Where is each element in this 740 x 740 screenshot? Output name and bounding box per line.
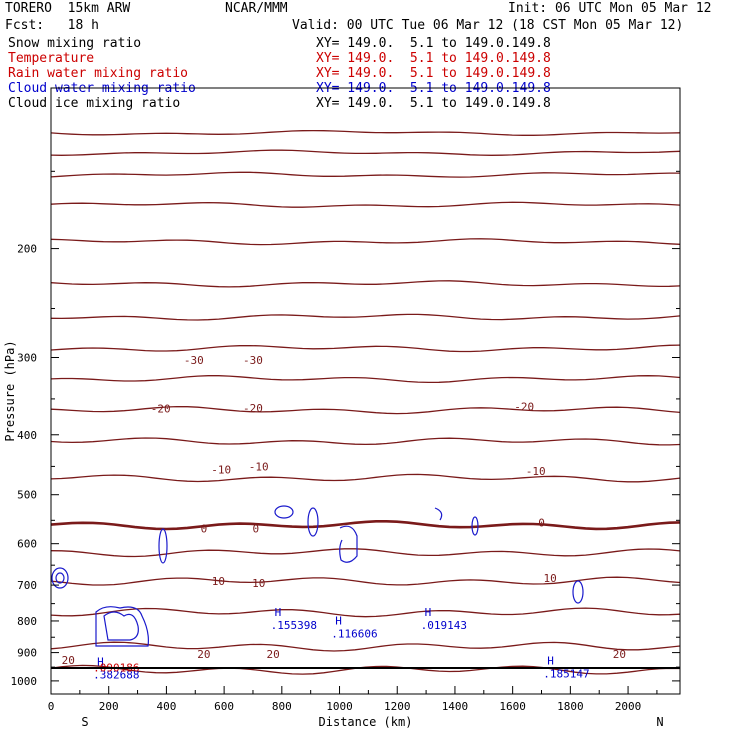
y-tick-label: 600 — [17, 538, 37, 551]
maximum-marker: H — [97, 656, 104, 669]
x-tick-label: 800 — [272, 700, 292, 713]
maximum-marker: H — [335, 614, 342, 627]
south-label: S — [81, 715, 88, 729]
temperature-contour-line — [50, 149, 681, 156]
contour-label: -20 — [243, 402, 263, 415]
x-tick-label: 1600 — [499, 700, 526, 713]
temperature-contour-line — [50, 641, 681, 652]
x-tick-label: 1200 — [384, 700, 411, 713]
temperature-contour-line — [50, 238, 681, 246]
x-tick-label: 600 — [214, 700, 234, 713]
contour-label: 0 — [538, 517, 545, 530]
y-tick-label: 800 — [17, 615, 37, 628]
contour-label: 20 — [62, 654, 75, 667]
legend-xy-snow: XY= 149.0. 5.1 to 149.0.149.8 — [316, 36, 551, 51]
cloud-contour — [471, 516, 479, 536]
temperature-contour-line — [50, 313, 681, 321]
temperature-contour-line — [50, 607, 681, 618]
x-tick-label: 1000 — [326, 700, 353, 713]
contour-label: -20 — [514, 400, 534, 413]
x-tick-label: 1800 — [557, 700, 584, 713]
contour-labels: -30 -30 -20 -20 -20 -10 -10 -10 0 0 0 10 10 10 20 20 20 2… — [62, 354, 626, 667]
y-tick-label: 900 — [17, 647, 37, 660]
center-title: NCAR/MMM — [225, 1, 288, 16]
contour-label: 10 — [252, 577, 265, 590]
cloud-contour — [158, 528, 168, 564]
contour-label: 0 — [253, 522, 260, 535]
y-tick-label: 700 — [17, 579, 37, 592]
legend-xy-temperature: XY= 149.0. 5.1 to 149.0.149.8 — [316, 51, 551, 66]
x-tick-label: 1400 — [442, 700, 469, 713]
maximum-marker: H — [547, 654, 554, 667]
legend-label-snow: Snow mixing ratio — [8, 36, 142, 51]
y-tick-label: 500 — [17, 489, 37, 502]
legend-label-temperature: Temperature — [8, 51, 95, 66]
legend-label-rain: Rain water mixing ratio — [8, 66, 189, 81]
maximum-value: .116606 — [331, 627, 377, 640]
cloud-contour — [274, 505, 294, 519]
cloud-contour — [103, 611, 139, 641]
maximum-marker: H — [275, 606, 282, 619]
contour-label: -20 — [151, 403, 171, 416]
contour-label: 0 — [201, 522, 208, 535]
y-axis-label: Pressure (hPa) — [3, 340, 17, 441]
y-tick-label: 1000 — [11, 675, 38, 688]
legend-xy-cloud-ice: XY= 149.0. 5.1 to 149.0.149.8 — [316, 96, 551, 111]
cloud-contour — [434, 507, 443, 521]
temperature-contour-line — [50, 344, 681, 353]
x-tick-label: 2000 — [615, 700, 642, 713]
x-tick-label: 0 — [48, 700, 55, 713]
contour-label: -10 — [526, 465, 546, 478]
contour-label: -30 — [184, 354, 204, 367]
y-tick-label: 200 — [17, 243, 37, 256]
cloud-contour — [339, 525, 358, 563]
legend-xy-rain: XY= 149.0. 5.1 to 149.0.149.8 — [316, 66, 551, 81]
maximum-value: .019143 — [421, 619, 467, 632]
temperature-contour-line — [50, 280, 681, 288]
temperature-contour-line — [50, 375, 681, 384]
model-title: TORERO 15km ARW — [5, 1, 131, 16]
x-axis-label: Distance (km) — [319, 715, 413, 729]
temperature-contour-line — [50, 576, 681, 586]
forecast-hour: Fcst: 18 h — [5, 18, 99, 33]
x-tick-label: 400 — [156, 700, 176, 713]
legend-label-cloud-ice: Cloud ice mixing ratio — [8, 96, 181, 111]
temperature-contour-line — [50, 473, 681, 483]
north-label: N — [656, 715, 663, 729]
contour-label: -10 — [249, 460, 269, 473]
temperature-contour-line — [50, 129, 681, 136]
valid-time: Valid: 00 UTC Tue 06 Mar 12 (18 CST Mon … — [292, 18, 684, 33]
init-time: Init: 06 UTC Mon 05 Mar 12 — [508, 1, 712, 16]
cloud-contour — [51, 567, 69, 589]
maximum-value: .382688 — [93, 669, 139, 682]
contour-label: 20 — [197, 648, 210, 661]
contour-label: 20 — [613, 648, 626, 661]
contour-label: 20 — [267, 648, 280, 661]
cloud-water-contours — [51, 505, 584, 647]
y-tick-label: 400 — [17, 429, 37, 442]
cloud-contour — [95, 606, 149, 647]
contour-label: 10 — [212, 575, 225, 588]
cloud-contour — [572, 580, 584, 604]
temperature-contour-line — [50, 520, 681, 531]
cloud-contour — [307, 507, 319, 537]
maximum-marker: H — [425, 606, 432, 619]
maximum-value: .185147 — [543, 667, 589, 680]
plot-frame — [50, 87, 681, 695]
cloud-contour — [55, 572, 65, 584]
contour-label: -30 — [243, 354, 263, 367]
temperature-contour-line — [50, 405, 681, 415]
y-tick-label: 300 — [17, 351, 37, 364]
temperature-contour-line — [50, 171, 680, 178]
temperature-contour-line — [50, 437, 681, 446]
temperature-contour-line — [50, 201, 681, 208]
x-tick-label: 200 — [99, 700, 119, 713]
contour-label: -10 — [211, 463, 231, 476]
maximum-value: .155398 — [271, 619, 317, 632]
contour-label: 10 — [544, 572, 557, 585]
temperature-contour-line — [50, 548, 681, 558]
temperature-contours — [50, 129, 681, 675]
